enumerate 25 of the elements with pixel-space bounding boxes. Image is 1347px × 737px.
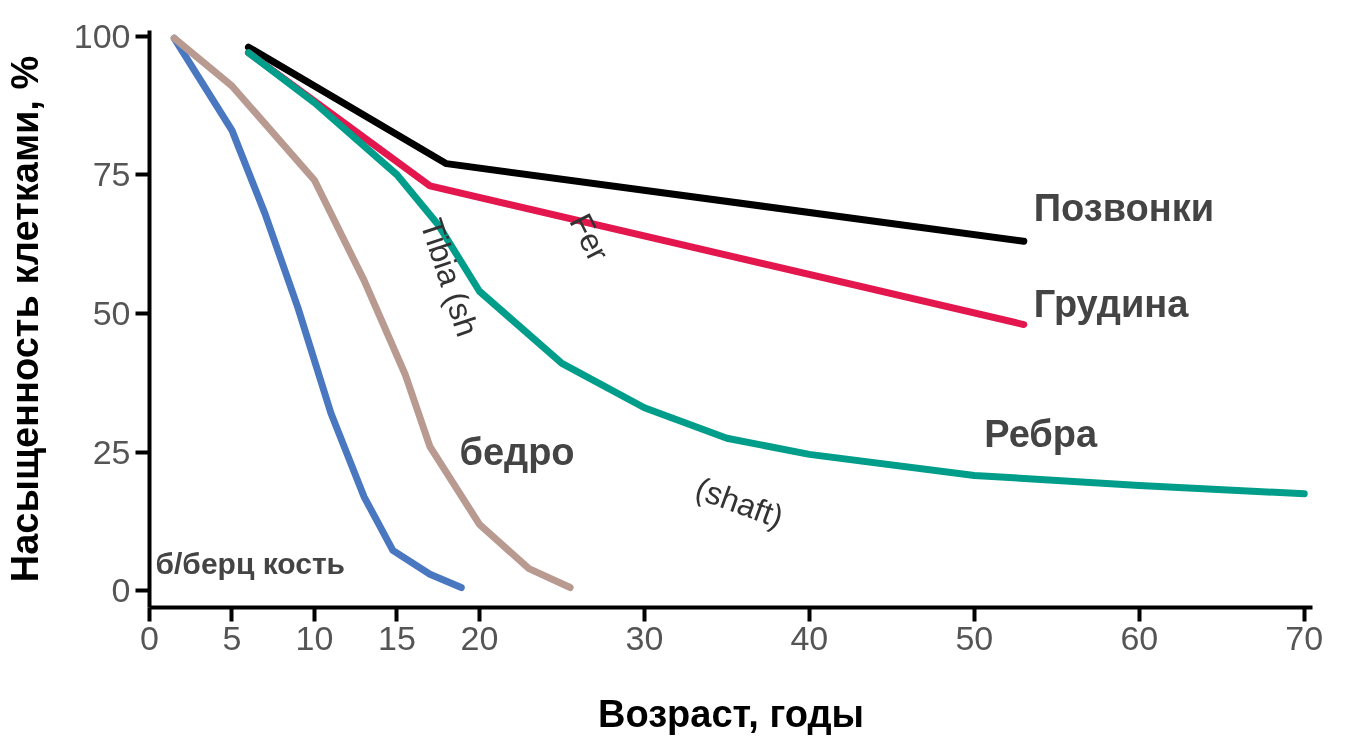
x-tick-label: 15 [378,618,416,657]
series-label: бедро [459,431,575,474]
y-tick-label: 50 [92,293,131,332]
x-tick-label: 50 [955,618,994,657]
x-axis-title: Возраст, годы [598,692,864,735]
y-tick-label: 100 [73,16,131,55]
annotation: Tibia (sh [413,214,486,341]
x-tick-label: 5 [222,618,242,657]
x-tick-label: 0 [140,618,159,657]
x-tick-label: 70 [1285,618,1324,657]
x-tick-label: 40 [790,618,829,657]
series-label: Позвонки [1033,187,1215,230]
annotation: Fer [562,207,617,268]
y-tick-label: 75 [92,155,131,194]
x-tick-label: 60 [1120,618,1159,657]
y-tick-label: 0 [111,571,131,610]
series-label: Грудина [1033,282,1190,325]
x-tick-label: 20 [460,618,499,657]
annotation: (shaft) [690,470,789,535]
y-tick-label: 25 [92,432,131,471]
x-tick-label: 30 [625,618,664,657]
series-label: б/берц кость [155,546,346,580]
y-axis-title: Насыщенность клетками, % [3,55,46,583]
x-tick-label: 10 [295,618,334,657]
series-label: Ребра [984,413,1099,456]
